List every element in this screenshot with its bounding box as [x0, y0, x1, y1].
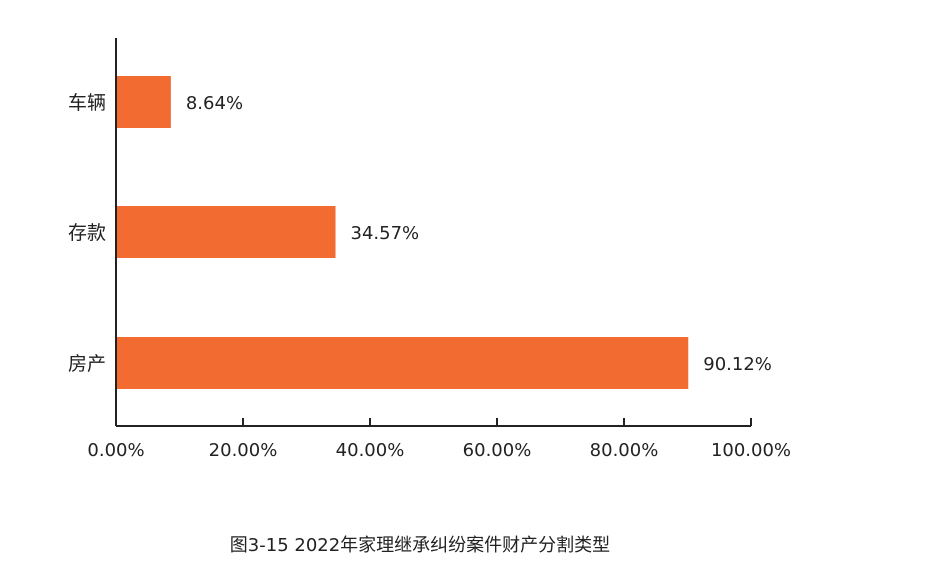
bar-0 [116, 76, 171, 128]
x-ticks: 0.00% 20.00% 40.00% 60.00% 80.00% 100.00% [87, 418, 791, 461]
data-label: 90.12% [703, 354, 772, 375]
x-tick-label: 60.00% [463, 440, 532, 461]
x-tick-label: 20.00% [209, 440, 278, 461]
bar-1 [116, 206, 336, 258]
data-label: 8.64% [186, 93, 243, 114]
x-tick-label: 100.00% [711, 440, 791, 461]
bar-2 [116, 337, 689, 389]
category-label: 房产 [68, 353, 106, 375]
category-label: 车辆 [68, 92, 106, 114]
chart-caption: 图3-15 2022年家理继承纠纷案件财产分割类型 [229, 535, 611, 556]
value-labels: 8.64% 34.57% 90.12% [186, 93, 772, 375]
x-tick-label: 40.00% [336, 440, 405, 461]
x-tick-label: 80.00% [590, 440, 659, 461]
data-label: 34.57% [351, 223, 420, 244]
category-label: 存款 [68, 222, 106, 244]
bars-group [116, 76, 689, 389]
x-tick-label: 0.00% [87, 440, 144, 461]
